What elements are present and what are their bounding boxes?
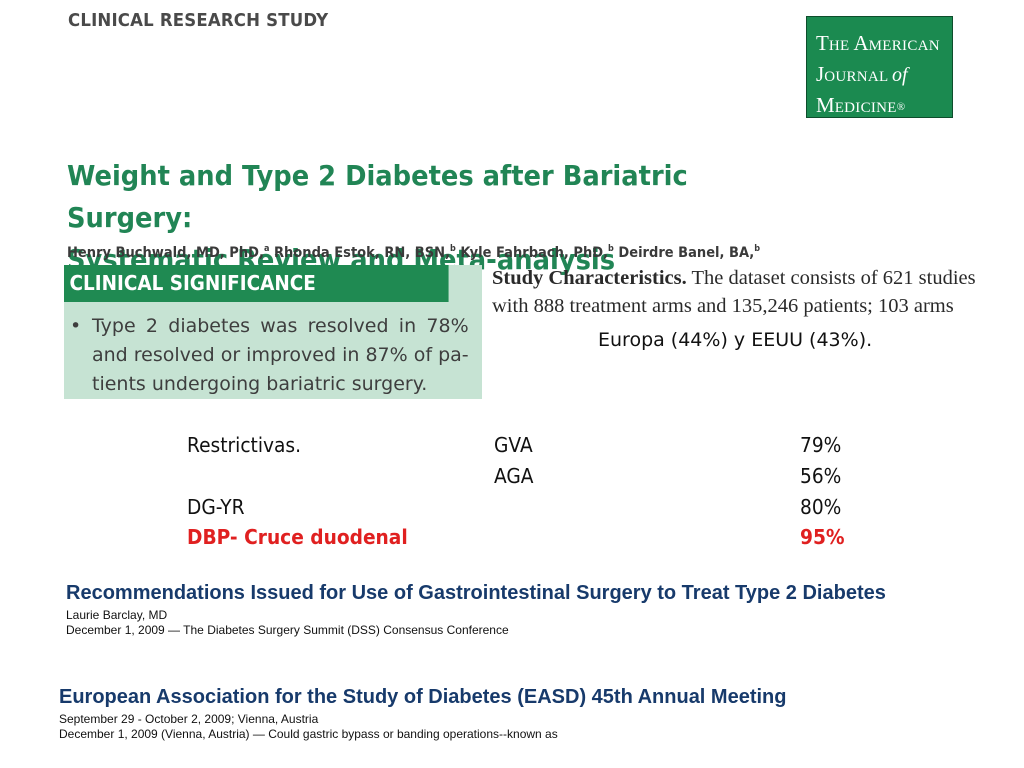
journal-logo: THE AMERICAN JOURNAL of MEDICINE® [806, 16, 953, 118]
journal-logo-line3: MEDICINE® [816, 93, 906, 117]
author-affiliation: b [754, 244, 761, 254]
clinical-significance-line: and resolved or improved in 87% of pa- [92, 344, 469, 366]
study-characteristics-line1: Study Characteristics. The dataset consi… [492, 267, 976, 289]
author-name: Henry Buchwald, MD, PhD, [67, 244, 264, 261]
clinical-significance-text: Type 2 diabetes was resolved in 78% and r… [92, 312, 469, 399]
procedure-group: Restrictivas. [187, 433, 302, 457]
news-dateline: December 1, 2009 — The Diabetes Surgery … [66, 623, 509, 637]
article-title: Weight and Type 2 Diabetes after Bariatr… [67, 155, 821, 281]
clinical-significance-line: tients undergoing bariatric surgery. [92, 373, 428, 395]
author-list: Henry Buchwald, MD, PhD,a Rhonda Estok, … [67, 244, 760, 261]
study-characteristics-label: Study Characteristics. [492, 267, 687, 289]
author-affiliation: b [450, 244, 456, 254]
procedure-value: 56% [800, 464, 842, 488]
procedure-name: AGA [494, 464, 534, 488]
news-title[interactable]: Recommendations Issued for Use of Gastro… [66, 582, 886, 604]
clinical-significance-body: • Type 2 diabetes was resolved in 78% and… [64, 302, 482, 399]
news-title[interactable]: European Association for the Study of Di… [59, 686, 787, 708]
author-name: Deirdre Banel, BA, [613, 244, 755, 261]
procedure-group-highlight: DBP- Cruce duodenal [187, 525, 408, 549]
study-characteristics: Study Characteristics. The dataset consi… [492, 264, 1014, 320]
clinical-significance-heading: CLINICAL SIGNIFICANCE [64, 265, 449, 302]
news-dateline: December 1, 2009 (Vienna, Austria) — Cou… [59, 727, 558, 741]
author-affiliation: a [263, 244, 270, 254]
header-label: CLINICAL RESEARCH STUDY [68, 10, 329, 31]
news-item: Recommendations Issued for Use of Gastro… [66, 582, 886, 637]
author-affiliation: b [608, 244, 614, 254]
news-item: European Association for the Study of Di… [59, 686, 786, 741]
news-byline: September 29 - October 2, 2009; Vienna, … [59, 712, 319, 726]
procedure-group: DG-YR [187, 495, 245, 519]
article-title-line1: Weight and Type 2 Diabetes after Bariatr… [67, 159, 688, 234]
clinical-significance-line: Type 2 diabetes was resolved in 78% [92, 315, 469, 337]
journal-logo-line2: JOURNAL of [816, 62, 908, 86]
author-name: Rhonda Estok, RN, BSN, [269, 244, 451, 261]
journal-logo-line1: THE AMERICAN [816, 31, 940, 55]
procedure-value: 79% [800, 433, 842, 457]
bullet-icon: • [70, 315, 82, 337]
author-name: Kyle Fahrbach, PhD, [455, 244, 609, 261]
procedure-name: GVA [494, 433, 533, 457]
regions-note: Europa (44%) y EEUU (43%). [598, 329, 873, 351]
clinical-significance-panel: CLINICAL SIGNIFICANCE • Type 2 diabetes … [64, 265, 482, 399]
news-byline: Laurie Barclay, MD [66, 608, 168, 622]
procedure-value-highlight: 95% [800, 525, 845, 549]
procedure-value: 80% [800, 495, 842, 519]
study-characteristics-line2: with 888 treatment arms and 135,246 pati… [492, 295, 954, 317]
